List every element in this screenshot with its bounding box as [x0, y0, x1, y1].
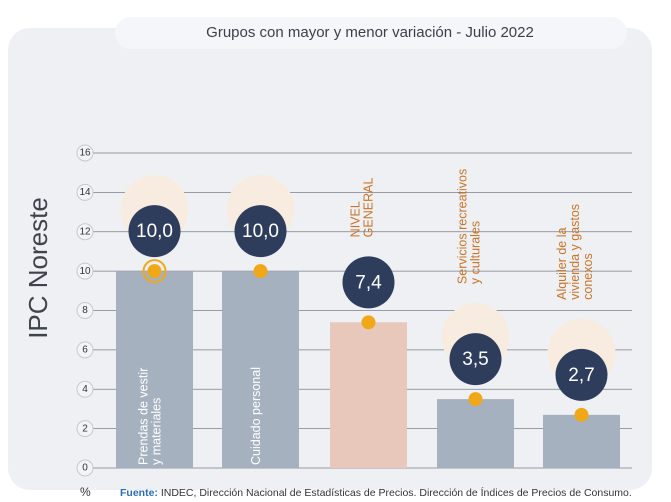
top-dot [574, 407, 589, 422]
tick-badge [76, 302, 94, 319]
top-dot [253, 264, 268, 279]
bar [116, 271, 193, 468]
tick-badge [76, 262, 94, 280]
source-text: INDEC, Dirección Nacional de Estadística… [161, 486, 632, 499]
title-pill [115, 17, 627, 49]
category-label: vivienda y gastos [568, 204, 582, 300]
value-badge [449, 333, 502, 386]
y-tick-label: 0 [82, 463, 88, 474]
category-label: Servicios recreativos [455, 169, 469, 284]
tick-badge [76, 459, 94, 477]
bar [543, 414, 620, 468]
side-label: IPC Noreste [23, 197, 53, 339]
top-dot [147, 264, 162, 279]
y-tick-label: 12 [79, 226, 91, 237]
bar [222, 271, 299, 468]
category-label: GENERAL [361, 178, 375, 238]
source-label: Fuente: [120, 487, 158, 499]
category-label: Alquiler de la [555, 228, 569, 300]
value-badge [342, 256, 395, 309]
value-label: 7,4 [355, 272, 382, 293]
category-label: conexos [581, 253, 595, 300]
source: Fuente: INDEC, Dirección Nacional de Est… [120, 486, 632, 499]
tick-badge [76, 341, 94, 359]
category-label: Cuidado personal [249, 367, 263, 465]
tick-badge [76, 380, 94, 398]
category-label: NIVEL [348, 201, 362, 237]
y-tick-label: 10 [79, 266, 91, 277]
category-label: Prendas de vestir [136, 368, 150, 465]
y-tick-label: 4 [82, 384, 88, 395]
tick-badge [76, 144, 94, 162]
y-tick-label: 14 [79, 187, 91, 198]
value-label: 10,0 [242, 221, 279, 242]
value-badge [128, 205, 181, 258]
unit-label: % [80, 485, 91, 499]
y-tick-label: 2 [82, 423, 88, 434]
y-tick-label: 16 [79, 148, 91, 159]
tick-badge [76, 223, 94, 241]
tick-badge [76, 420, 94, 438]
bar [330, 322, 407, 468]
dot-ring [142, 259, 167, 284]
value-label: 10,0 [136, 221, 173, 242]
y-tick-label: 6 [82, 345, 88, 356]
top-dot [361, 315, 376, 330]
value-label: 3,5 [462, 349, 488, 370]
y-tick-label: 8 [82, 305, 88, 316]
bar [437, 399, 514, 468]
category-label: y culturales [468, 221, 482, 284]
category-label: y materiales [149, 398, 163, 465]
chart-title: Grupos con mayor y menor variación - Jul… [206, 24, 534, 41]
top-dot [468, 392, 483, 407]
value-label: 2,7 [568, 365, 594, 386]
tick-badge [76, 183, 94, 201]
value-badge [234, 205, 287, 258]
value-badge [555, 348, 608, 401]
